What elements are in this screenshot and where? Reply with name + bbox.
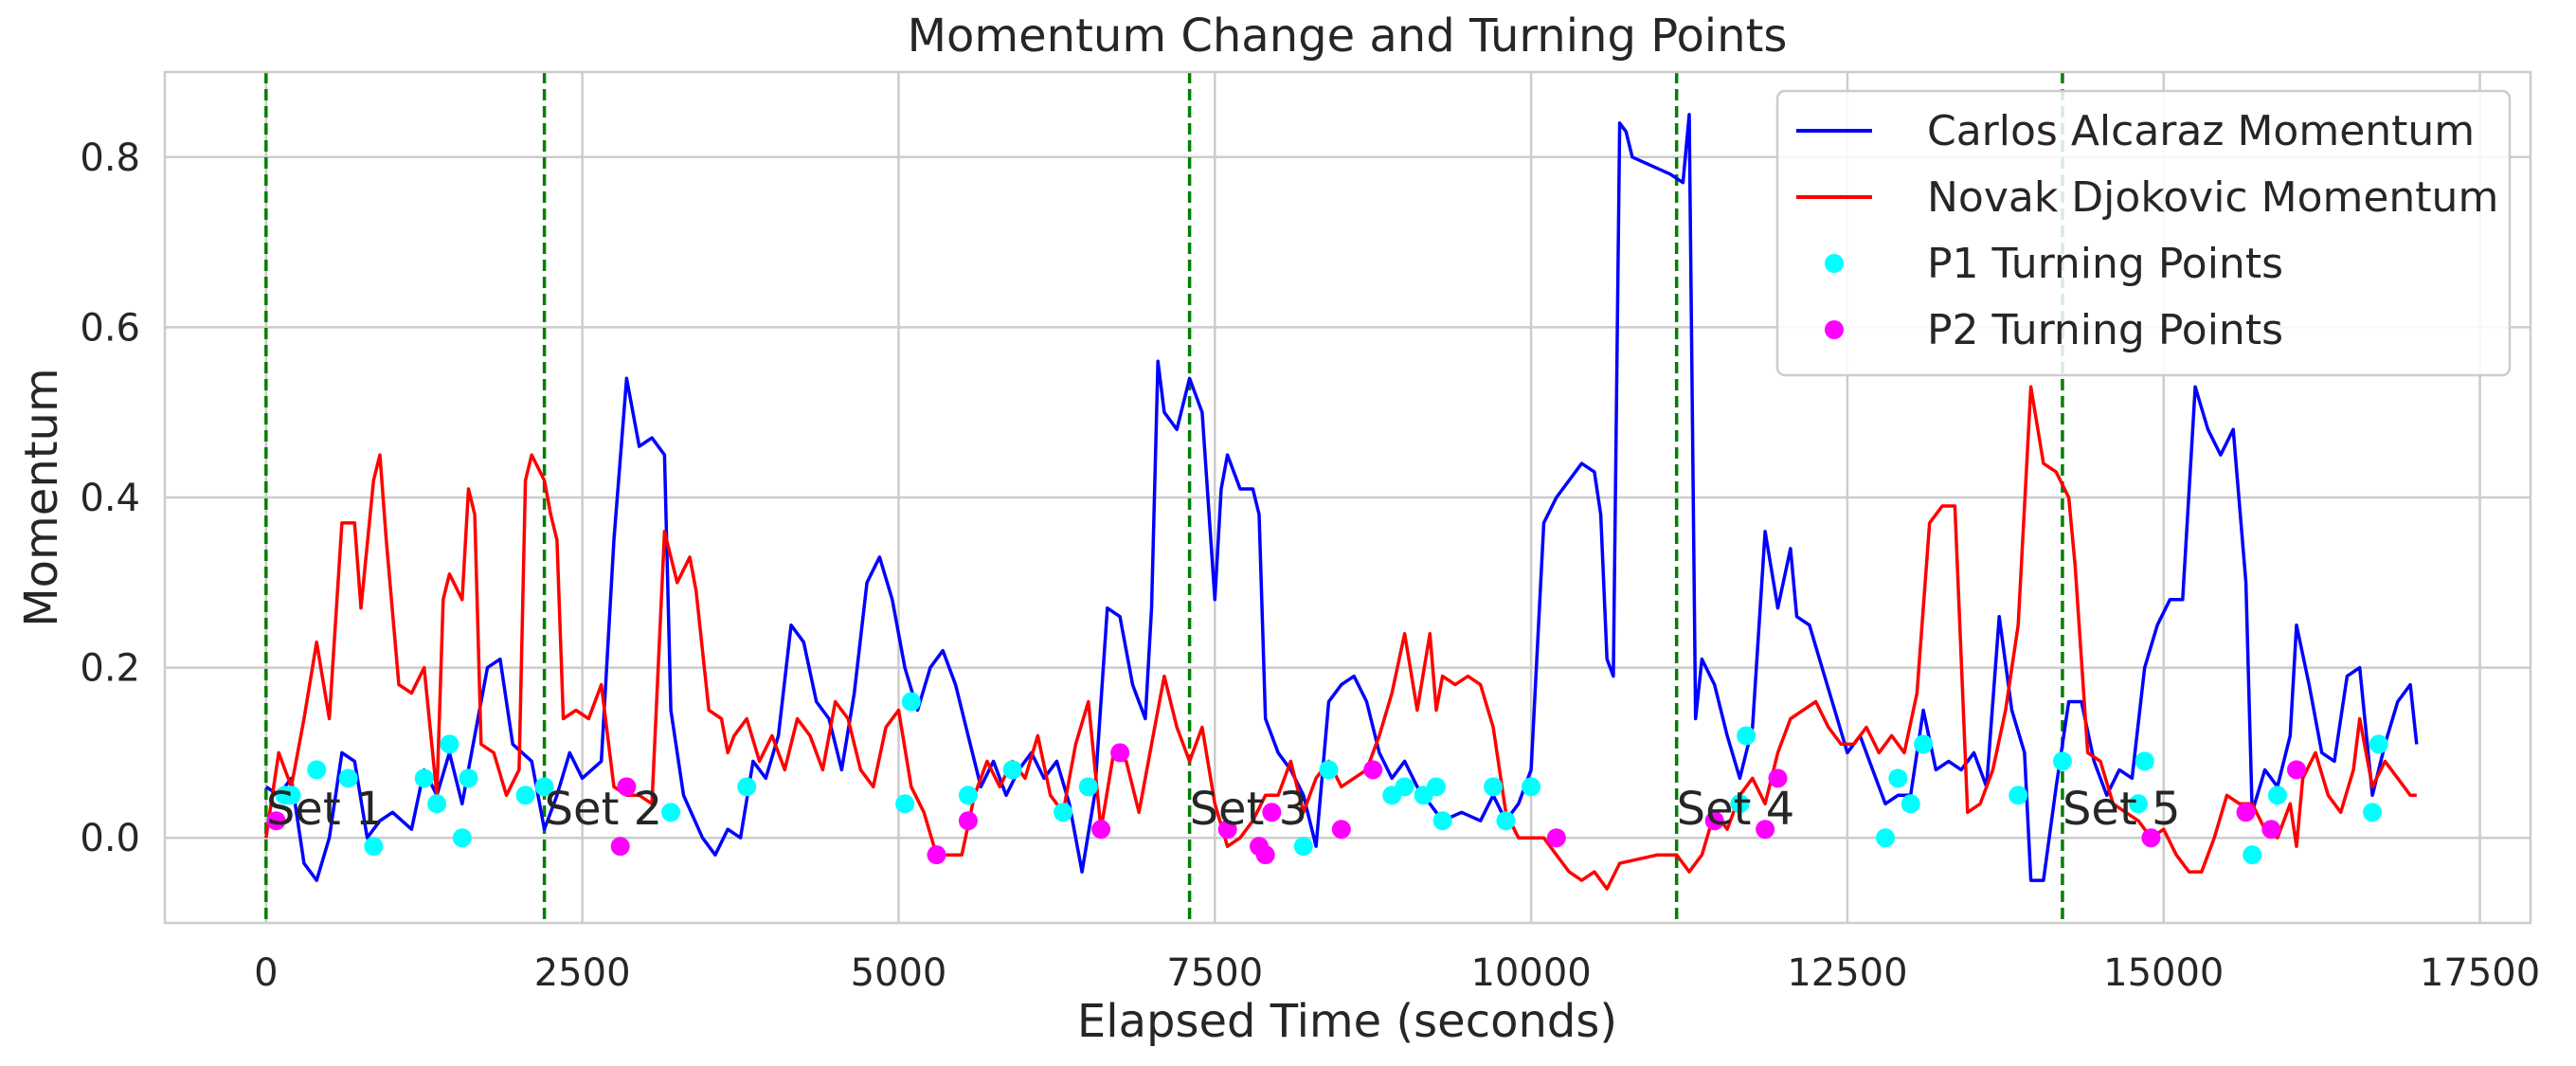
legend-entry-label: P1 Turning Points — [1927, 240, 2283, 288]
series-lines — [264, 113, 2419, 891]
set-label: Set 3 — [1190, 783, 1308, 836]
turning-point-marker — [927, 845, 946, 865]
turning-point-marker — [1914, 734, 1934, 754]
series-line — [264, 113, 2419, 882]
legend-swatch-marker — [1825, 254, 1844, 273]
turning-point-marker — [2363, 803, 2383, 822]
x-tick-label: 10000 — [1470, 951, 1591, 995]
legend-entry-label: Novak Djokovic Momentum — [1927, 173, 2498, 222]
turning-point-marker — [737, 777, 757, 797]
x-tick-label: 12500 — [1787, 951, 1907, 995]
legend-box — [1775, 89, 2512, 377]
y-tick-label: 0.2 — [80, 647, 140, 691]
set-label: Set 1 — [266, 783, 385, 836]
turning-point-marker — [1395, 777, 1414, 797]
legend-entry-label: Carlos Alcaraz Momentum — [1927, 107, 2475, 155]
turning-point-marker — [1730, 794, 1750, 814]
y-axis-ticks: 0.0 0.2 0.4 0.6 0.8 — [80, 136, 140, 860]
x-tick-label: 15000 — [2103, 951, 2224, 995]
turning-point-marker — [459, 768, 478, 788]
plot-frame — [163, 70, 2532, 925]
set-label: Set 2 — [545, 783, 663, 836]
x-tick-label: 5000 — [851, 951, 947, 995]
turning-point-marker — [610, 837, 630, 857]
turning-point-marker — [1217, 820, 1237, 840]
turning-point-marker — [515, 786, 535, 805]
turning-point-marker — [901, 692, 921, 712]
x-axis-label: Elapsed Time (seconds) — [1077, 995, 1617, 1048]
y-tick-label: 0.8 — [80, 136, 140, 180]
set-label: Set 5 — [2063, 783, 2181, 836]
turning-point-marker — [661, 803, 681, 822]
x-tick-label: 0 — [254, 951, 278, 995]
chart-title: Momentum Change and Turning Points — [908, 9, 1788, 63]
turning-point-marker — [2052, 751, 2072, 771]
turning-point-marker — [1546, 828, 1566, 848]
turning-point-marker — [364, 837, 384, 857]
turning-point-marker — [1054, 803, 1073, 822]
turning-point-marker — [2236, 803, 2256, 822]
turning-point-marker — [1331, 820, 1351, 840]
turning-point-marker — [1002, 760, 1022, 780]
y-tick-label: 0.6 — [80, 306, 140, 350]
turning-point-marker — [958, 811, 978, 831]
series-line — [264, 385, 2417, 891]
turning-points — [266, 692, 2388, 865]
x-tick-label: 7500 — [1166, 951, 1263, 995]
turning-point-marker — [307, 760, 327, 780]
turning-point-marker — [281, 786, 301, 805]
legend: Carlos Alcaraz Momentum Novak Djokovic Mo… — [1775, 89, 2512, 377]
turning-point-marker — [414, 768, 434, 788]
turning-point-marker — [1255, 845, 1275, 865]
turning-point-marker — [452, 828, 472, 848]
turning-point-marker — [1704, 811, 1724, 831]
turning-point-marker — [958, 786, 978, 805]
x-axis-ticks: 0 2500 5000 7500 10000 12500 15000 17500 — [254, 951, 2540, 995]
y-axis-label: Momentum — [15, 368, 68, 627]
legend-entry-label: P2 Turning Points — [1927, 306, 2283, 354]
turning-point-marker — [2129, 794, 2149, 814]
turning-point-marker — [534, 777, 554, 797]
turning-point-marker — [1110, 743, 1130, 763]
x-tick-label: 2500 — [534, 951, 631, 995]
turning-point-marker — [1522, 777, 1541, 797]
legend-swatch-marker — [1825, 320, 1844, 339]
turning-point-marker — [2286, 760, 2306, 780]
turning-point-marker — [2009, 786, 2028, 805]
turning-point-marker — [1432, 811, 1452, 831]
turning-point-marker — [2261, 820, 2281, 840]
turning-point-marker — [1768, 768, 1788, 788]
turning-point-marker — [427, 794, 447, 814]
turning-point-marker — [1426, 777, 1446, 797]
turning-point-marker — [1363, 760, 1383, 780]
turning-point-marker — [2267, 786, 2287, 805]
turning-point-marker — [1876, 828, 1895, 848]
turning-point-marker — [1262, 803, 1282, 822]
turning-point-marker — [2369, 734, 2388, 754]
y-tick-label: 0.4 — [80, 477, 140, 520]
turning-point-marker — [1496, 811, 1516, 831]
set-label: Set 4 — [1677, 783, 1795, 836]
turning-point-marker — [1078, 777, 1098, 797]
turning-point-marker — [1293, 837, 1313, 857]
turning-point-marker — [1091, 820, 1111, 840]
turning-point-marker — [895, 794, 915, 814]
y-tick-label: 0.0 — [80, 817, 140, 860]
turning-point-marker — [440, 734, 459, 754]
turning-point-marker — [2141, 828, 2161, 848]
turning-point-marker — [2135, 751, 2154, 771]
x-tick-label: 17500 — [2420, 951, 2540, 995]
turning-point-marker — [1319, 760, 1339, 780]
turning-point-marker — [1484, 777, 1504, 797]
turning-point-marker — [2243, 845, 2262, 865]
turning-point-marker — [1900, 794, 1920, 814]
turning-point-marker — [1888, 768, 1908, 788]
turning-point-marker — [266, 811, 286, 831]
turning-point-marker — [617, 777, 637, 797]
turning-point-marker — [1756, 820, 1775, 840]
turning-point-marker — [1737, 726, 1756, 746]
turning-point-marker — [338, 768, 358, 788]
